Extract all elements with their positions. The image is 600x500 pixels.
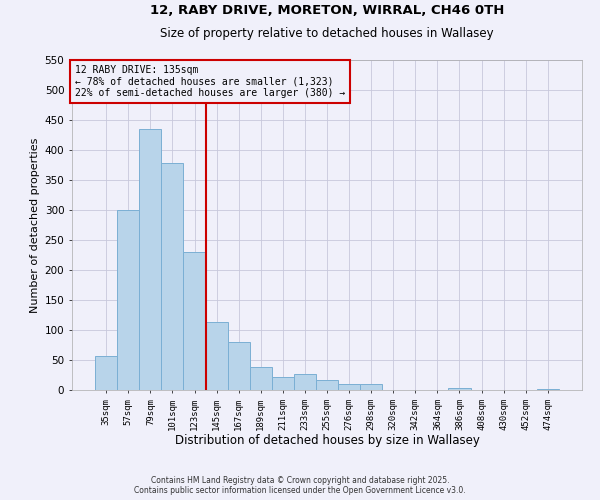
Text: Size of property relative to detached houses in Wallasey: Size of property relative to detached ho…: [160, 27, 494, 40]
Text: 12 RABY DRIVE: 135sqm
← 78% of detached houses are smaller (1,323)
22% of semi-d: 12 RABY DRIVE: 135sqm ← 78% of detached …: [74, 65, 345, 98]
X-axis label: Distribution of detached houses by size in Wallasey: Distribution of detached houses by size …: [175, 434, 479, 447]
Bar: [161, 163, 184, 390]
Bar: [117, 210, 139, 390]
Bar: [95, 356, 117, 390]
Bar: [272, 377, 294, 390]
Bar: [537, 389, 559, 390]
Text: 12, RABY DRIVE, MORETON, WIRRAL, CH46 0TH: 12, RABY DRIVE, MORETON, WIRRAL, CH46 0T…: [150, 4, 504, 17]
Bar: [206, 322, 227, 390]
Y-axis label: Number of detached properties: Number of detached properties: [31, 138, 40, 312]
Bar: [184, 252, 206, 390]
Text: Contains HM Land Registry data © Crown copyright and database right 2025.
Contai: Contains HM Land Registry data © Crown c…: [134, 476, 466, 495]
Bar: [250, 367, 272, 390]
Bar: [227, 342, 250, 390]
Bar: [139, 129, 161, 390]
Bar: [448, 388, 470, 390]
Bar: [338, 384, 360, 390]
Bar: [294, 374, 316, 390]
Bar: [360, 384, 382, 390]
Bar: [316, 380, 338, 390]
